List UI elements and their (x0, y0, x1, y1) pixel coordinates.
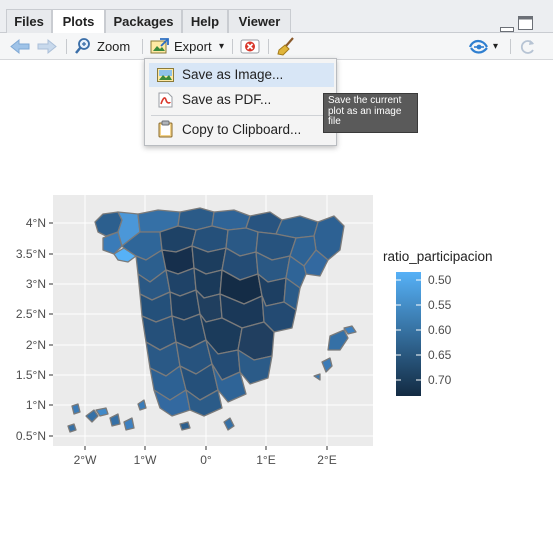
tooltip-line: plot as an image (328, 105, 402, 117)
tab-help[interactable]: Help (182, 9, 228, 33)
export-menu: Save as Image... Save as PDF... Copy to … (144, 58, 337, 146)
maximize-pane-button[interactable] (518, 16, 533, 30)
menu-item-save-as-pdf[interactable]: Save as PDF... (149, 88, 334, 112)
chevron-down-icon: ▾ (493, 41, 499, 52)
y-tick-label: 1°N (26, 398, 46, 412)
region (113, 247, 137, 263)
region (327, 329, 349, 351)
tooltip-line: file (328, 116, 341, 127)
region (313, 373, 321, 381)
broom-icon (277, 37, 294, 56)
refresh-icon (520, 40, 534, 54)
region (71, 403, 81, 415)
region (185, 389, 223, 417)
zoom-label: Zoom (97, 39, 131, 54)
legend-colorbar (396, 272, 421, 396)
clear-all-button[interactable] (276, 37, 298, 56)
arrow-left-icon (10, 38, 30, 55)
minimize-icon (500, 27, 514, 32)
region (285, 255, 307, 289)
export-label: Export (174, 39, 212, 54)
region (321, 357, 333, 373)
y-tick-label: 1.5°N (16, 368, 46, 382)
x-tick-label: 2°W (74, 453, 97, 467)
legend-label: 0.50 (428, 273, 452, 287)
tooltip: Save the current plot as an image file (323, 93, 418, 133)
refresh-button[interactable] (518, 37, 538, 56)
toolbar-separator (510, 39, 511, 54)
clipboard-icon (158, 120, 173, 138)
toolbar-separator (232, 39, 233, 54)
minimize-pane-button[interactable] (500, 19, 514, 32)
region (67, 423, 77, 433)
toolbar-separator (142, 39, 143, 54)
menu-item-label: Save as Image... (182, 67, 284, 82)
toolbar-separator (268, 39, 269, 54)
legend-label: 0.65 (428, 348, 452, 362)
legend-title: ratio_participacion (383, 249, 493, 264)
tab-viewer[interactable]: Viewer (228, 9, 291, 33)
map-regions (67, 207, 357, 433)
pane-tab-bar: Files Plots Packages Help Viewer (0, 0, 553, 34)
region (343, 325, 357, 335)
export-icon (150, 38, 169, 54)
zoom-button[interactable]: Zoom (74, 37, 136, 56)
forward-button[interactable] (36, 37, 58, 56)
export-button[interactable]: Export ▾ (150, 37, 230, 56)
region (137, 399, 147, 411)
pdf-icon (158, 92, 173, 108)
x-tick-label: 1°W (134, 453, 157, 467)
region (102, 231, 123, 255)
region (223, 417, 235, 431)
tab-files[interactable]: Files (6, 9, 52, 33)
chevron-down-icon: ▾ (219, 41, 225, 52)
region (303, 249, 329, 277)
back-button[interactable] (9, 37, 31, 56)
maximize-icon (518, 16, 533, 30)
tab-packages[interactable]: Packages (105, 9, 182, 33)
x-ticks (84, 446, 328, 450)
y-tick-label: 2.5°N (16, 307, 46, 321)
y-tick-label: 3°N (26, 277, 46, 291)
image-icon (157, 68, 174, 82)
remove-plot-button[interactable] (240, 37, 262, 56)
y-tick-label: 0.5°N (16, 429, 46, 443)
region (95, 407, 109, 417)
plots-toolbar: Zoom Export ▾ ▾ (0, 33, 553, 60)
region (123, 417, 135, 431)
legend-label: 0.70 (428, 373, 452, 387)
menu-item-copy-to-clipboard[interactable]: Copy to Clipboard... (149, 118, 334, 142)
region (179, 421, 191, 431)
choropleth-map: 4°N 3.5°N 3°N 2.5°N 2°N 1.5°N 1°N 0.5°N … (16, 195, 493, 467)
region (85, 409, 99, 423)
publish-icon (468, 39, 488, 54)
zoom-icon (75, 38, 90, 54)
toolbar-separator (66, 39, 67, 54)
legend-label: 0.60 (428, 323, 452, 337)
x-tick-label: 0° (200, 453, 212, 467)
arrow-right-icon (37, 38, 57, 55)
y-tick-label: 3.5°N (16, 247, 46, 261)
y-tick-label: 2°N (26, 338, 46, 352)
region (109, 413, 121, 427)
tooltip-line: Save the current (328, 95, 402, 106)
menu-item-label: Copy to Clipboard... (182, 122, 302, 137)
menu-divider (151, 115, 332, 116)
y-ticks (49, 222, 53, 437)
legend-label: 0.55 (428, 298, 452, 312)
x-tick-label: 1°E (256, 453, 275, 467)
menu-item-label: Save as PDF... (182, 92, 272, 107)
remove-icon (240, 39, 260, 54)
y-tick-label: 4°N (26, 216, 46, 230)
menu-item-save-as-image[interactable]: Save as Image... (149, 63, 334, 87)
publish-button[interactable]: ▾ (468, 37, 502, 56)
legend-ticks (396, 279, 421, 381)
x-tick-label: 2°E (317, 453, 336, 467)
tab-plots[interactable]: Plots (52, 9, 105, 34)
